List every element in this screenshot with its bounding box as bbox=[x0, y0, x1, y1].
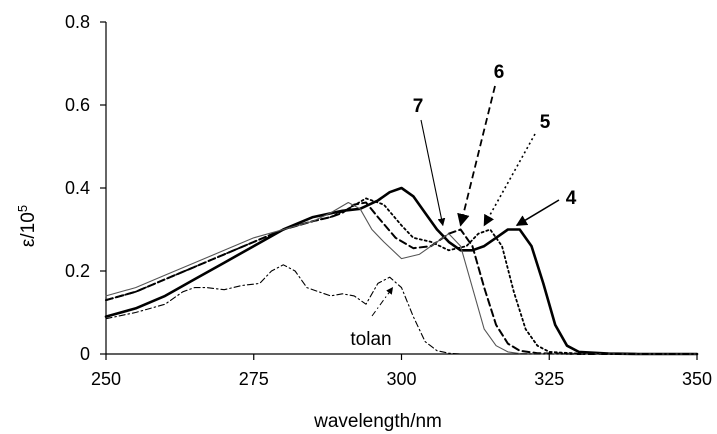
annotation-label-7: 7 bbox=[413, 96, 424, 117]
y-axis-title: ε/105 bbox=[15, 205, 39, 247]
y-tick-label: 0 bbox=[80, 344, 90, 364]
series-group bbox=[104, 186, 699, 356]
y-ticks: 0 0.2 0.4 0.6 0.8 bbox=[65, 12, 106, 364]
series-line-7 bbox=[105, 201, 698, 355]
annotation-label-tolan: tolan bbox=[350, 329, 391, 350]
y-axis-title-base: ε/10 bbox=[18, 212, 39, 247]
y-tick-label: 0.6 bbox=[65, 95, 90, 115]
x-tick-label: 250 bbox=[91, 369, 121, 389]
x-tick-label: 350 bbox=[682, 369, 712, 389]
annotation-label-4: 4 bbox=[566, 188, 577, 209]
y-tick-label: 0.8 bbox=[65, 12, 90, 32]
series-line-6 bbox=[105, 201, 698, 355]
annotation-arrow-tolan bbox=[371, 287, 394, 317]
annotation-label-6: 6 bbox=[494, 62, 505, 83]
annotation-arrow-4 bbox=[515, 199, 560, 227]
annotation-arrows bbox=[371, 85, 560, 317]
annotation-label-5: 5 bbox=[540, 112, 551, 133]
annotation-labels: 4 5 6 7 tolan bbox=[350, 62, 576, 350]
annotation-arrow-6 bbox=[457, 85, 496, 227]
y-tick-label: 0.2 bbox=[65, 261, 90, 281]
y-tick-label: 0.4 bbox=[65, 178, 90, 198]
y-axis-title-exponent: 5 bbox=[15, 205, 30, 212]
annotation-arrow-7 bbox=[420, 119, 446, 227]
x-tick-label: 325 bbox=[534, 369, 564, 389]
series-line-5 bbox=[105, 197, 698, 355]
x-tick-label: 300 bbox=[386, 369, 416, 389]
x-tick-label: 275 bbox=[239, 369, 269, 389]
series-line-4 bbox=[104, 186, 699, 356]
x-axis-title: wavelength/nm bbox=[313, 411, 442, 432]
series-line-tolan bbox=[105, 264, 698, 355]
x-ticks: 250 275 300 325 350 bbox=[91, 354, 712, 389]
annotation-arrow-5 bbox=[483, 133, 536, 227]
